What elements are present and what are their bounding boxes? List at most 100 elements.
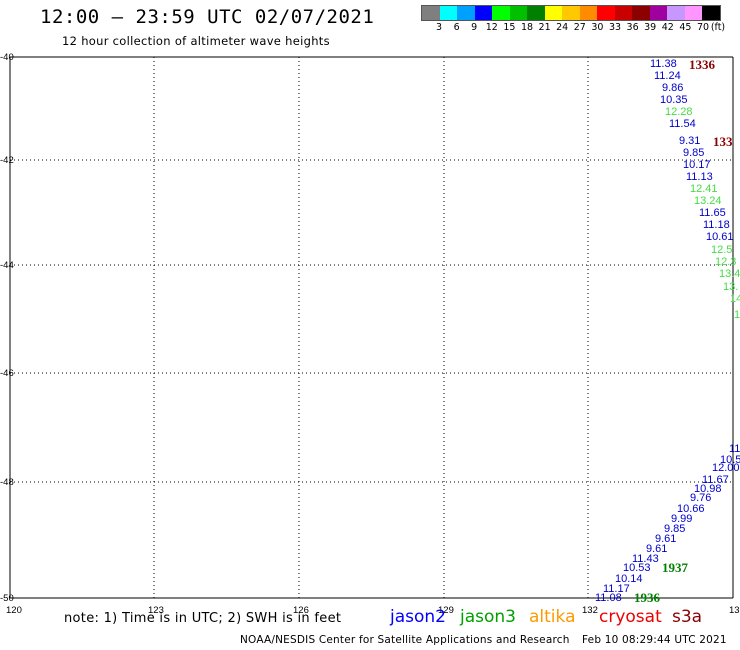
color-scale-label: 24 (556, 22, 569, 33)
swh-observation: 11.24 (654, 70, 681, 82)
color-swatch (702, 6, 720, 20)
latitude-tick-label: -46 (0, 368, 14, 379)
legend-item-jason3: jason3 (460, 607, 516, 627)
wave-height-color-scale (421, 5, 721, 21)
swh-observation: 10.61 (706, 231, 734, 243)
swh-observation: 13.4 (719, 268, 740, 280)
swh-observation: 9.86 (662, 82, 683, 94)
longitude-tick-label: 129 (438, 605, 454, 616)
swh-observation: 10.17 (683, 159, 711, 171)
swh-observation: 11.13 (686, 171, 713, 183)
swh-observation: 9.61 (655, 533, 676, 545)
graticule (9, 56, 734, 599)
credit-line: NOAA/NESDIS Center for Satellite Applica… (240, 634, 570, 646)
color-scale-label: (ft) (710, 22, 726, 33)
axis-labels: 120 123 126 129 132 135 -40 -42 -44 -46 -48 -50 (0, 52, 740, 616)
swh-observation: 12.3 (715, 256, 736, 268)
color-swatch (422, 6, 440, 20)
pass-time-label: 1936 (634, 590, 661, 605)
color-swatch (527, 6, 545, 20)
swh-observation: 12.5 (711, 244, 732, 256)
color-swatch (509, 6, 527, 20)
swh-observation: 12.00 (712, 462, 740, 474)
swh-observation: 11.65 (699, 207, 726, 219)
swh-observation: 12.41 (690, 183, 718, 195)
color-scale-label: 9 (471, 22, 478, 33)
longitude-tick-label: 126 (293, 605, 309, 616)
longitude-tick-label: 123 (148, 605, 164, 616)
color-scale-label: 33 (608, 22, 622, 33)
color-swatch (649, 6, 667, 20)
color-scale-label: 30 (591, 22, 604, 33)
pass-time-label: 1336 (689, 57, 716, 72)
color-swatch (684, 6, 702, 20)
swh-observation: 9.99 (671, 513, 692, 525)
swh-observation: 10.14 (615, 573, 643, 585)
swh-observation: 9.76 (690, 492, 711, 504)
swh-observation: 11.08 (595, 592, 622, 604)
color-swatch (614, 6, 632, 20)
color-scale-label: 39 (644, 22, 657, 33)
color-swatch (667, 6, 685, 20)
swh-observation: 12.28 (665, 106, 693, 118)
swh-observation: 11 (729, 443, 740, 455)
longitude-tick-label: 135 (729, 605, 740, 616)
swh-observation: 14 (730, 293, 740, 305)
color-swatch (597, 6, 615, 20)
color-swatch (562, 6, 580, 20)
legend-item-cryosat: cryosat (599, 607, 662, 627)
color-scale-label: 3 (435, 22, 443, 33)
color-scale-label: 15 (503, 22, 516, 33)
swh-observation: 10.35 (660, 94, 688, 106)
generated-timestamp: Feb 10 08:29:44 UTC 2021 (582, 634, 727, 646)
longitude-tick-label: 132 (582, 605, 598, 616)
swh-observation: 13.24 (694, 195, 722, 207)
page-subtitle: 12 hour collection of altimeter wave hei… (62, 34, 330, 48)
legend-item-s3a: s3a (672, 607, 703, 627)
legend-item-jason2: jason2 (390, 607, 446, 627)
color-swatch (632, 6, 650, 20)
color-scale-label: 45 (679, 22, 692, 33)
longitude-tick-label: 120 (6, 605, 22, 616)
swh-observation: 11.43 (632, 553, 659, 565)
color-scale-label: 36 (626, 22, 639, 33)
swh-observation: 1 (734, 309, 740, 321)
color-swatch (492, 6, 510, 20)
swh-observation: 10.5 (720, 454, 740, 466)
color-scale-label: 18 (520, 22, 534, 33)
color-scale-label: 21 (538, 22, 551, 33)
legend-item-altika: altika (529, 607, 576, 627)
color-scale-label: 6 (453, 22, 460, 33)
swh-observation: 9.61 (646, 543, 667, 555)
latitude-tick-label: -44 (0, 260, 14, 271)
swh-observation: 10.53 (623, 562, 651, 574)
color-swatch (579, 6, 597, 20)
units-note: note: 1) Time is in UTC; 2) SWH is in fe… (64, 611, 342, 626)
swh-observation: 13. (723, 281, 738, 293)
color-swatch (544, 6, 562, 20)
swh-observation: 11.18 (703, 219, 730, 231)
color-scale-label: 27 (573, 22, 586, 33)
latitude-tick-label: -40 (0, 52, 14, 63)
swh-observation: 10.98 (694, 483, 722, 495)
color-scale-label: 42 (661, 22, 674, 33)
swh-observation: 11.17 (603, 583, 630, 595)
pass-time-label: 1937 (662, 560, 689, 575)
latitude-tick-label: -48 (0, 477, 14, 488)
pass-time-label: 133 (713, 134, 733, 149)
swh-observation: 11.54 (669, 118, 696, 130)
color-swatch (457, 6, 475, 20)
latitude-tick-label: -50 (0, 593, 14, 604)
lower-track-observations: 1110.512.0011.6710.989.7610.669.999.859.… (595, 443, 740, 604)
swh-observation: 9.31 (679, 135, 700, 147)
upper-track-observations: 11.3811.249.8610.3512.2811.549.319.8510.… (650, 58, 740, 321)
page-title: 12:00 – 23:59 UTC 02/07/2021 (40, 6, 375, 28)
color-scale-label: 12 (485, 22, 498, 33)
swh-observation: 11.67 (702, 474, 729, 486)
swh-observation: 9.85 (683, 147, 704, 159)
swh-observation: 10.66 (677, 503, 705, 515)
color-swatch (474, 6, 492, 20)
latitude-tick-label: -42 (0, 155, 14, 166)
color-scale-label: 70 (696, 22, 710, 33)
